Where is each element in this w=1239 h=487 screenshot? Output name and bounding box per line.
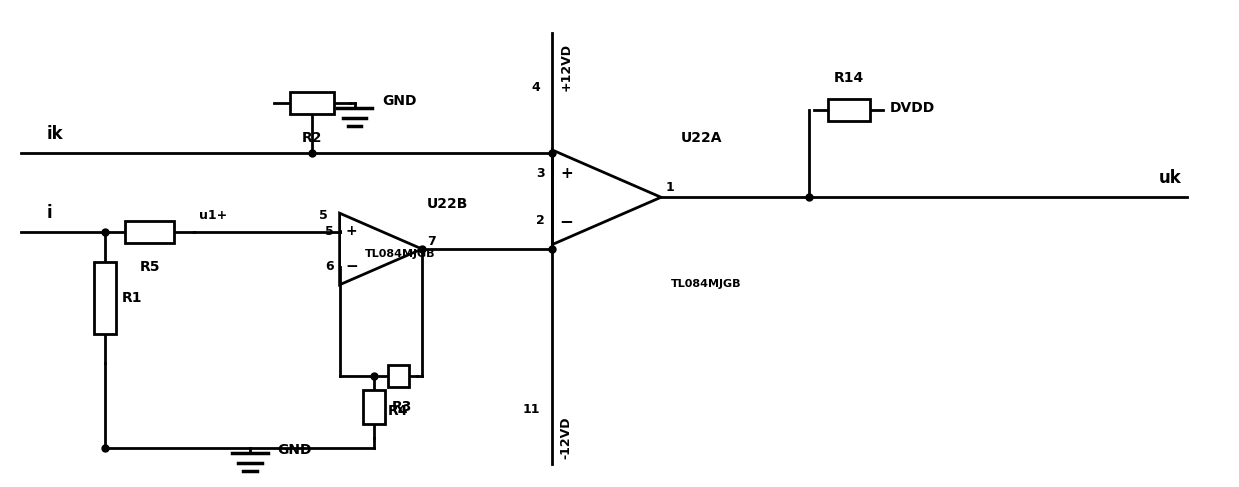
Text: 5: 5 — [325, 225, 333, 238]
Text: R2: R2 — [301, 131, 322, 145]
Text: U22A: U22A — [681, 131, 722, 145]
Text: R5: R5 — [140, 260, 160, 274]
Text: TL084MJGB: TL084MJGB — [672, 280, 741, 289]
Text: +: + — [346, 224, 357, 238]
Bar — [828, 99, 870, 121]
Text: 7: 7 — [427, 235, 436, 247]
Text: +12VD: +12VD — [559, 43, 572, 91]
Text: U22B: U22B — [427, 197, 468, 211]
Text: +: + — [560, 166, 572, 181]
Text: 2: 2 — [535, 214, 544, 227]
Text: −: − — [346, 260, 358, 274]
Text: u1+: u1+ — [199, 209, 228, 222]
Bar — [94, 262, 116, 334]
Bar — [388, 365, 409, 387]
Text: 3: 3 — [535, 167, 544, 180]
Text: TL084MJGB: TL084MJGB — [364, 249, 435, 259]
Text: GND: GND — [278, 443, 312, 457]
Bar — [363, 390, 385, 424]
Text: 11: 11 — [523, 403, 540, 415]
Text: uk: uk — [1158, 169, 1182, 187]
Bar — [290, 92, 333, 114]
Text: DVDD: DVDD — [890, 101, 934, 115]
Text: R3: R3 — [392, 400, 411, 414]
Text: -12VD: -12VD — [559, 416, 572, 459]
Text: i: i — [46, 204, 52, 222]
Text: R1: R1 — [121, 291, 142, 305]
Text: 4: 4 — [532, 81, 540, 94]
Text: −: − — [559, 212, 574, 230]
Text: 1: 1 — [667, 181, 675, 194]
Text: 5: 5 — [318, 209, 327, 222]
Text: R4: R4 — [388, 404, 409, 418]
Text: 6: 6 — [325, 261, 333, 273]
Bar — [125, 221, 175, 243]
Text: GND: GND — [383, 94, 416, 108]
Text: ik: ik — [46, 125, 63, 143]
Text: R14: R14 — [834, 71, 864, 85]
